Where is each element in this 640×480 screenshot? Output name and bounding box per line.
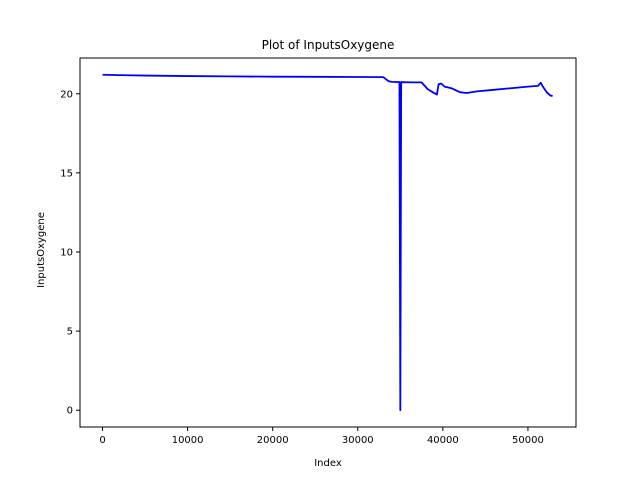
axis-ticks: 0 10000 20000 30000 40000 50000 0 5 10 15 20 xyxy=(60,89,544,446)
x-tick-label-4: 40000 xyxy=(427,435,459,446)
x-tick-label-2: 20000 xyxy=(257,435,289,446)
y-tick-label-3: 15 xyxy=(60,168,73,179)
x-tick-label-0: 0 xyxy=(99,435,105,446)
y-tick-label-2: 10 xyxy=(60,247,73,258)
x-tick-label-3: 30000 xyxy=(342,435,374,446)
y-tick-label-1: 5 xyxy=(67,327,73,338)
plot-area xyxy=(102,73,553,412)
y-axis-label: InputsOxygene xyxy=(36,212,47,288)
series-line-0 xyxy=(102,73,553,412)
chart-title: Plot of InputsOxygene xyxy=(262,38,395,52)
y-tick-label-4: 20 xyxy=(60,89,73,100)
x-tick-label-1: 10000 xyxy=(172,435,204,446)
x-tick-label-5: 50000 xyxy=(512,435,544,446)
axes-frame xyxy=(79,57,577,428)
y-tick-label-0: 0 xyxy=(67,406,73,417)
x-axis-label: Index xyxy=(314,458,342,469)
axes-box xyxy=(79,57,577,428)
